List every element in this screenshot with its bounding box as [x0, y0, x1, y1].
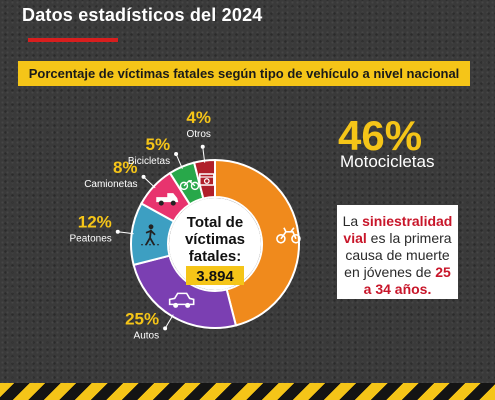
leader-dot-autos — [163, 326, 168, 331]
label-otros: Otros — [186, 129, 210, 140]
callout-highlight-2: 25 a 34 años. — [363, 264, 451, 297]
center-line-1: Total de — [187, 214, 243, 231]
center-line-2: víctimas — [185, 231, 245, 248]
title-underline — [28, 38, 118, 42]
leader-dot-camionetas — [141, 174, 146, 179]
pickup-icon — [156, 193, 179, 206]
label-autos: Autos — [134, 330, 160, 341]
bicycle-icon — [179, 179, 200, 191]
leader-line-camionetas — [143, 176, 156, 189]
total-value: 3.894 — [196, 268, 234, 285]
leader-dot-otros — [200, 144, 205, 149]
center-line-3: fatales: — [189, 248, 242, 265]
callout-text-1: La — [342, 213, 363, 229]
callout-text-2: es la primera causa de muerte en jóvenes… — [344, 230, 452, 280]
percentage-camionetas: 8% — [113, 158, 138, 177]
slice-autos — [132, 254, 238, 329]
leader-line-peatones — [117, 231, 134, 235]
pedestrian-icon — [141, 224, 160, 246]
label-camionetas: Camionetas — [84, 179, 137, 190]
callout-highlight-1: siniestralidad vial — [343, 213, 453, 246]
leader-dot-peatones — [115, 229, 120, 234]
info-callout: La siniestralidad vial es la primera cau… — [337, 205, 458, 299]
chart-subtitle: Porcentaje de víctimas fatales según tip… — [18, 61, 470, 86]
percentage-otros: 4% — [186, 108, 211, 127]
leader-line-otros — [202, 146, 206, 163]
motocicletas-percentage: 46% — [338, 112, 423, 159]
other-vehicle-icon — [199, 173, 215, 186]
page-title: Datos estadísticos del 2024 — [22, 5, 263, 25]
percentage-bicicletas: 5% — [146, 135, 171, 154]
slice-motocicletas — [214, 158, 300, 327]
leader-line-bicicletas — [175, 153, 183, 169]
total-badge — [186, 266, 244, 285]
hazard-stripes — [0, 383, 495, 400]
leader-dot-bicicletas — [174, 152, 179, 157]
percentage-autos: 25% — [125, 309, 159, 328]
label-peatones: Peatones — [70, 234, 112, 245]
percentage-peatones: 12% — [78, 213, 112, 232]
car-icon — [168, 292, 195, 308]
motocicletas-label: Motocicletas — [340, 152, 435, 171]
label-bicicletas: Bicicletas — [128, 156, 170, 167]
leader-line-autos — [164, 314, 174, 329]
motorcycle-icon — [276, 227, 301, 244]
